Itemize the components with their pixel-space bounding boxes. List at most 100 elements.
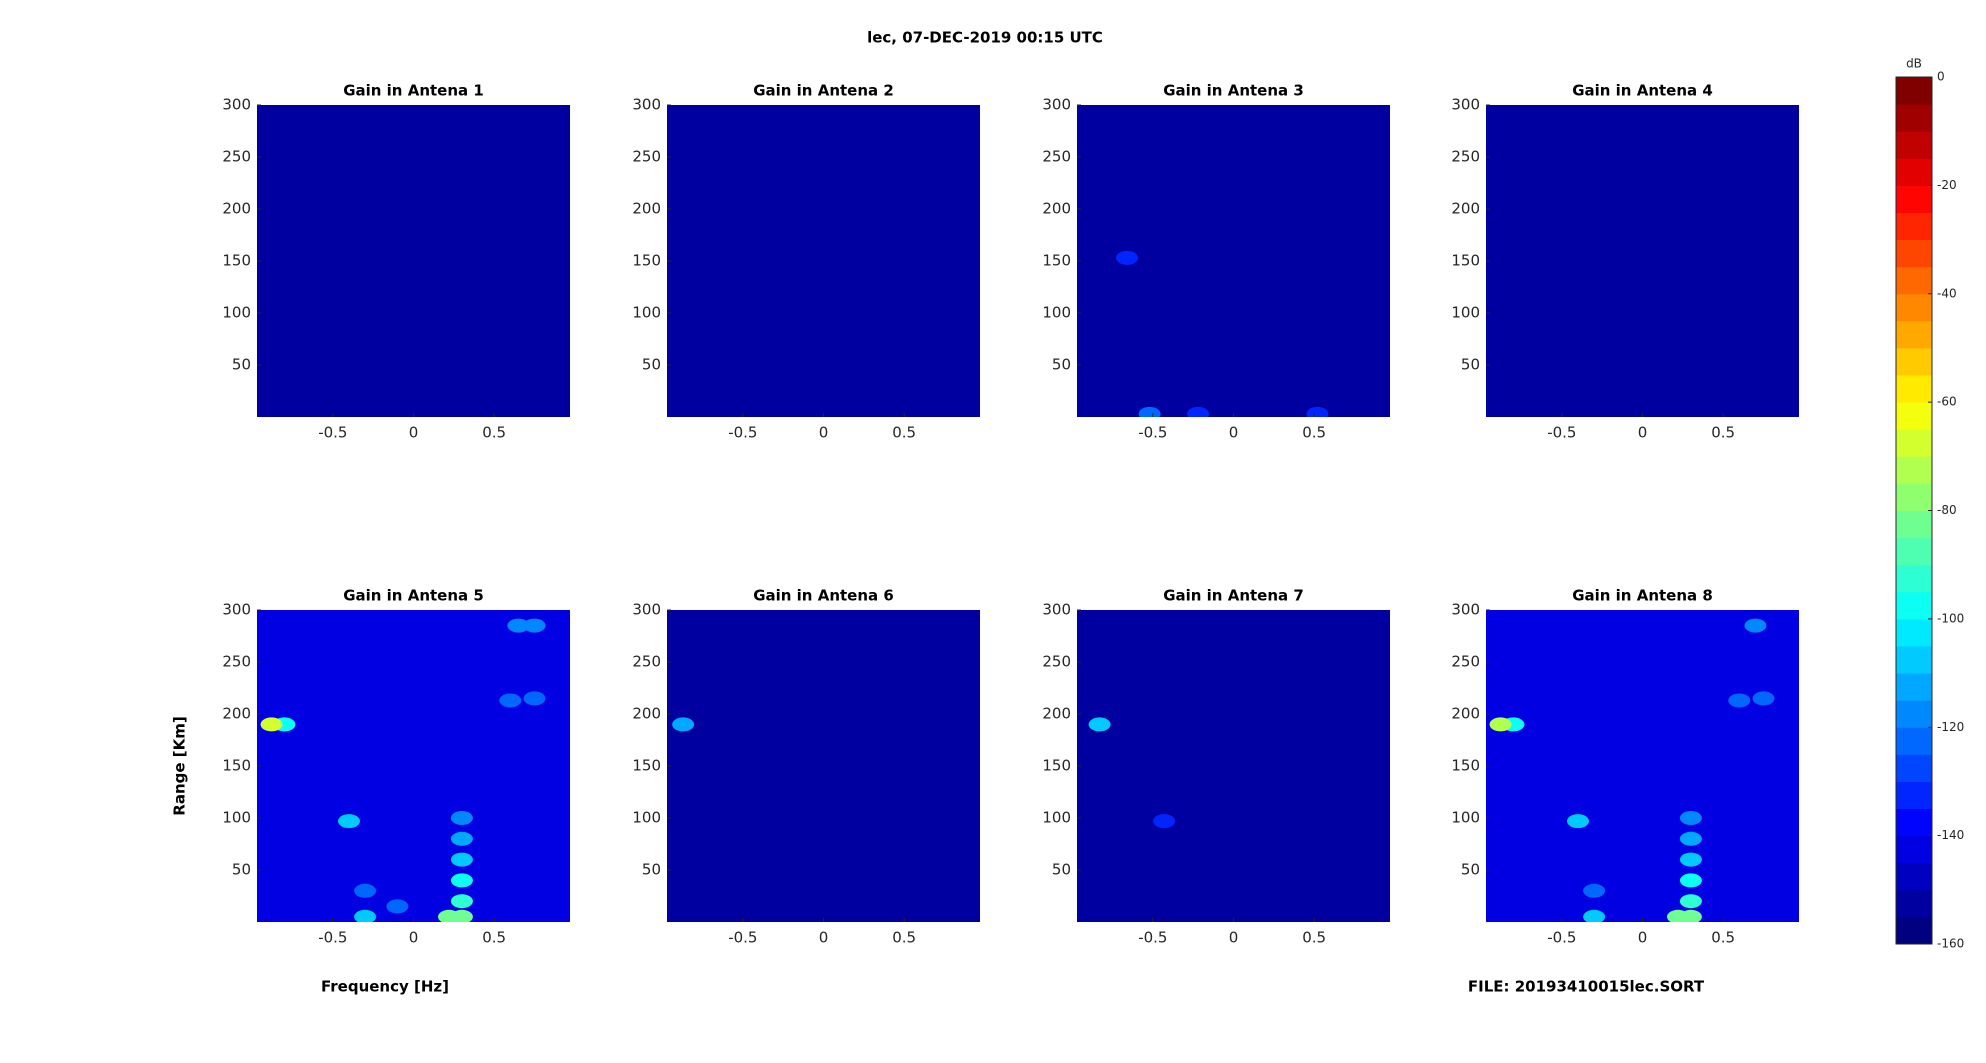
colorbar-tick-label: -80 xyxy=(1937,503,1957,517)
colorbar-level xyxy=(1896,591,1932,620)
heatmap-cell xyxy=(1679,852,1702,867)
colorbar-level xyxy=(1896,673,1932,701)
heatmap-cells xyxy=(1116,250,1329,417)
colorbar-level xyxy=(1896,916,1932,945)
y-tick-label: 150 xyxy=(1451,252,1480,270)
x-tick-label: 0 xyxy=(1229,424,1239,442)
heatmap-cell xyxy=(354,909,377,922)
colorbar-level xyxy=(1896,402,1932,430)
x-tick-label: -0.5 xyxy=(1547,929,1576,947)
x-tick-label: 0.5 xyxy=(1711,424,1735,442)
colorbar-level xyxy=(1896,185,1932,213)
colorbar-level xyxy=(1896,104,1932,132)
heatmap-background xyxy=(667,610,980,922)
y-tick-label: 50 xyxy=(1461,356,1480,374)
heatmap-cell xyxy=(523,691,546,706)
colorbar-tick-label: -40 xyxy=(1937,286,1957,300)
y-tick-label: 300 xyxy=(632,601,661,619)
y-tick-label: 200 xyxy=(1042,705,1071,723)
y-tick-label: 100 xyxy=(222,304,251,322)
y-tick-label: 250 xyxy=(1451,148,1480,166)
colorbar-level xyxy=(1896,131,1932,159)
heatmap-cell xyxy=(337,814,360,829)
panel-title: Gain in Antena 3 xyxy=(1163,82,1304,100)
file-note: FILE: 20193410015lec.SORT xyxy=(1468,978,1705,996)
y-tick-label: 200 xyxy=(222,200,251,218)
x-tick-label: 0.5 xyxy=(892,929,916,947)
colorbar-level xyxy=(1896,645,1932,674)
panel-title: Gain in Antena 4 xyxy=(1572,82,1713,100)
heatmap-cell xyxy=(1728,693,1751,708)
y-tick-label: 50 xyxy=(642,861,661,879)
heatmap-background xyxy=(1077,610,1390,922)
panel-title: Gain in Antena 6 xyxy=(753,587,894,605)
y-tick-label: 250 xyxy=(222,148,251,166)
colorbar-level xyxy=(1896,456,1932,484)
x-axis-label: Frequency [Hz] xyxy=(321,978,449,996)
colorbar-level xyxy=(1896,239,1932,268)
heatmap-cell xyxy=(450,894,473,909)
heatmap-cell xyxy=(1679,873,1702,888)
y-tick-label: 300 xyxy=(1042,601,1071,619)
y-tick-label: 250 xyxy=(632,653,661,671)
colorbar-level xyxy=(1896,862,1932,891)
x-tick-label: 0.5 xyxy=(892,424,916,442)
y-tick-label: 50 xyxy=(1052,356,1071,374)
y-tick-label: 250 xyxy=(632,148,661,166)
x-tick-label: -0.5 xyxy=(1547,424,1576,442)
heatmap-cell xyxy=(1744,618,1767,633)
panel-title: Gain in Antena 8 xyxy=(1572,587,1713,605)
heatmap-cell xyxy=(1666,909,1689,922)
y-tick-label: 200 xyxy=(632,200,661,218)
heatmap-background xyxy=(257,610,570,922)
colorbar-level xyxy=(1896,537,1932,566)
colorbar-level xyxy=(1896,727,1932,755)
colorbar-level xyxy=(1896,483,1932,511)
y-tick-label: 250 xyxy=(1042,653,1071,671)
y-tick-label: 50 xyxy=(232,356,251,374)
heatmap-cells xyxy=(260,618,546,922)
colorbar-tick-label: -20 xyxy=(1937,178,1957,192)
x-tick-label: 0.5 xyxy=(1711,929,1735,947)
heatmap-cell xyxy=(450,831,473,846)
colorbar-level xyxy=(1896,808,1932,837)
y-tick-label: 50 xyxy=(1461,861,1480,879)
colorbar-tick-label: -100 xyxy=(1937,611,1964,625)
heatmap-background xyxy=(257,105,570,417)
y-tick-label: 100 xyxy=(632,304,661,322)
heatmap-cell xyxy=(450,873,473,888)
heatmap-cell xyxy=(1566,814,1589,829)
x-tick-label: 0 xyxy=(1638,929,1648,947)
y-tick-label: 200 xyxy=(632,705,661,723)
figure-title: lec, 07-DEC-2019 00:15 UTC xyxy=(867,29,1103,47)
heatmap-cell xyxy=(437,909,460,922)
y-tick-label: 150 xyxy=(1042,252,1071,270)
y-tick-label: 150 xyxy=(632,757,661,775)
colorbar-level xyxy=(1896,158,1932,186)
colorbar-level xyxy=(1896,320,1932,349)
y-tick-label: 150 xyxy=(1042,757,1071,775)
x-tick-label: 0.5 xyxy=(482,929,506,947)
panel-title: Gain in Antena 5 xyxy=(343,587,484,605)
x-tick-label: 0 xyxy=(819,424,829,442)
y-tick-label: 250 xyxy=(1042,148,1071,166)
y-tick-label: 150 xyxy=(1451,757,1480,775)
heatmap-cell xyxy=(1489,717,1512,732)
colorbar-level xyxy=(1896,618,1932,647)
heatmap-background xyxy=(1486,610,1799,922)
colorbar-level xyxy=(1896,375,1932,403)
heatmap-cell xyxy=(1679,894,1702,909)
heatmap-cell xyxy=(507,618,530,633)
colorbar-level xyxy=(1896,429,1932,457)
colorbar-tick-label: 0 xyxy=(1937,70,1945,84)
heatmap-cell xyxy=(1679,811,1702,825)
colorbar-level xyxy=(1896,266,1932,295)
y-axis-label: Range [Km] xyxy=(171,716,189,815)
heatmap-cell xyxy=(450,811,473,825)
colorbar-tick-label: -120 xyxy=(1937,720,1964,734)
y-tick-label: 100 xyxy=(222,809,251,827)
y-tick-label: 300 xyxy=(1042,96,1071,114)
heatmap-cell xyxy=(1679,831,1702,846)
heatmap-cells xyxy=(1088,717,1176,829)
